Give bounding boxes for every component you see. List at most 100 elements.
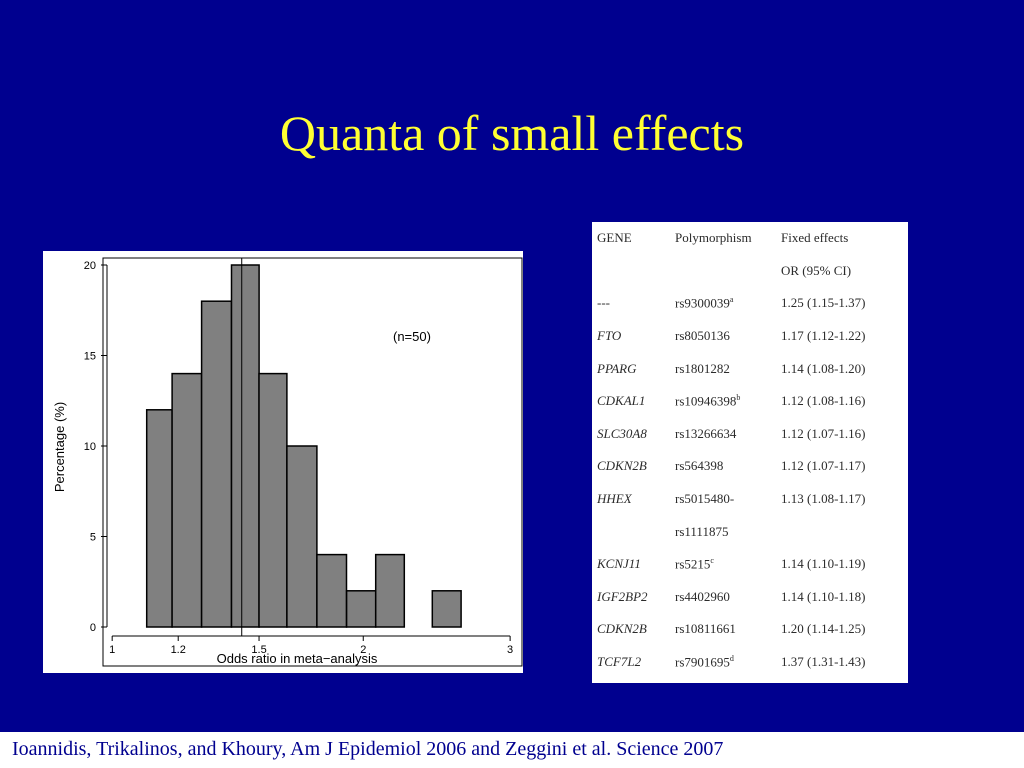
- table-subheader-row: OR (95% CI): [592, 255, 901, 288]
- snp-id: rs8050136: [675, 328, 730, 344]
- histogram-bar: [200, 300, 233, 628]
- polymorphism-cell: rs9300039a: [670, 287, 776, 320]
- x-tick-label: 1.5: [251, 644, 266, 656]
- histogram-bar: [431, 590, 462, 628]
- odds-ratio-cell: 1.13 (1.08-1.17): [781, 491, 866, 507]
- odds-ratio-cell: 1.17 (1.12-1.22): [781, 328, 866, 344]
- odds-ratio-cell: 1.37 (1.31-1.43): [781, 654, 866, 670]
- snp-id: rs5015480-: [675, 491, 735, 507]
- table-header-cell: GENE: [597, 230, 632, 246]
- footer-bar: Ioannidis, Trikalinos, and Khoury, Am J …: [0, 732, 1024, 768]
- snp-id: rs4402960: [675, 588, 730, 604]
- snp-id: rs1111875: [675, 523, 729, 539]
- polymorphism-cell: rs10946398b: [670, 385, 776, 418]
- polymorphism-cell: rs13266634: [670, 418, 776, 451]
- footnote-marker: c: [710, 556, 714, 566]
- table-header-cell: Polymorphism: [675, 230, 752, 246]
- y-axis-title: Percentage (%): [52, 402, 67, 492]
- snp-id: rs13266634: [675, 425, 737, 441]
- x-tick-label: 1: [109, 644, 115, 656]
- citation-text: Ioannidis, Trikalinos, and Khoury, Am J …: [12, 738, 724, 760]
- table-row: CDKN2B rs10811661 1.20 (1.14-1.25): [592, 613, 901, 646]
- snp-id: rs10946398: [675, 393, 737, 409]
- polymorphism-cell: rs8050136: [670, 320, 776, 353]
- histogram-bar: [316, 553, 348, 628]
- gene-table-panel: GENE Polymorphism Fixed effects OR (95% CI)…: [592, 222, 908, 683]
- histogram-bar: [345, 590, 377, 628]
- gene-table: GENE Polymorphism Fixed effects OR (95% CI)…: [592, 222, 901, 678]
- table-row: SLC30A8 rs13266634 1.12 (1.07-1.16): [592, 418, 901, 451]
- histogram-bar: [374, 553, 406, 628]
- odds-ratio-cell: [776, 515, 901, 548]
- histogram-bar: [171, 372, 203, 628]
- histogram-chart: 0 5 10 15 20 1 1.2 1.5 2 3 (n=50) Odds ratio in m…: [52, 257, 523, 667]
- y-tick-label: 15: [84, 351, 96, 363]
- footnote-marker: b: [736, 393, 741, 403]
- table-header-cell: Fixed effects: [781, 230, 849, 246]
- table-row: FTO rs8050136 1.17 (1.12-1.22): [592, 320, 901, 353]
- y-tick-label: 20: [84, 260, 96, 272]
- x-tick-label: 3: [507, 644, 513, 656]
- gene-cell: ---: [597, 295, 610, 311]
- odds-ratio-cell: 1.20 (1.14-1.25): [781, 621, 866, 637]
- footnote-marker: a: [729, 295, 734, 305]
- table-row: IGF2BP2 rs4402960 1.14 (1.10-1.18): [592, 581, 901, 614]
- snp-id: rs9300039: [675, 295, 730, 311]
- gene-cell: FTO: [597, 328, 622, 344]
- odds-ratio-cell: 1.12 (1.07-1.17): [781, 458, 866, 474]
- polymorphism-cell: rs5015480-: [670, 483, 776, 516]
- polymorphism-cell: rs10811661: [670, 613, 776, 646]
- gene-cell: HHEX: [597, 491, 632, 507]
- y-tick-label: 5: [90, 532, 96, 544]
- odds-ratio-cell: 1.14 (1.10-1.18): [781, 588, 866, 604]
- histogram-bar: [286, 445, 318, 628]
- table-row: rs1111875: [592, 515, 901, 548]
- polymorphism-cell: rs5215c: [670, 548, 776, 581]
- polymorphism-cell: rs4402960: [670, 581, 776, 614]
- table-row: CDKAL1 rs10946398b 1.12 (1.08-1.16): [592, 385, 901, 418]
- polymorphism-cell: rs1111875: [670, 515, 776, 548]
- y-tick-label: 0: [90, 622, 96, 634]
- gene-cell: TCF7L2: [597, 654, 642, 670]
- polymorphism-cell: rs7901695d: [670, 646, 776, 679]
- snp-id: rs7901695: [675, 654, 730, 670]
- gene-cell: CDKAL1: [597, 393, 646, 409]
- x-tick-label: 2: [360, 644, 366, 656]
- table-row: KCNJ11 rs5215c 1.14 (1.10-1.19): [592, 548, 901, 581]
- y-tick-label: 10: [84, 441, 96, 453]
- histogram-panel: 0 5 10 15 20 1 1.2 1.5 2 3 (n=50) Odds ratio in m…: [43, 251, 523, 673]
- footnote-marker: d: [729, 653, 734, 663]
- gene-cell: [592, 515, 670, 548]
- polymorphism-cell: rs564398: [670, 450, 776, 483]
- snp-id: rs10811661: [675, 621, 736, 637]
- table-cell: [670, 255, 776, 288]
- x-tick-label: 1.2: [171, 644, 186, 656]
- gene-cell: SLC30A8: [597, 425, 647, 441]
- slide-title: Quanta of small effects: [279, 105, 745, 161]
- histogram-bar: [230, 264, 260, 628]
- histogram-bar: [258, 372, 288, 628]
- snp-id: rs1801282: [675, 360, 730, 376]
- snp-id: rs5215: [675, 556, 711, 572]
- table-subheader-cell: OR (95% CI): [781, 262, 852, 278]
- gene-cell: PPARG: [597, 360, 637, 376]
- gene-cell: CDKN2B: [597, 458, 647, 474]
- histogram-bar: [145, 409, 173, 628]
- x-axis-title: Odds ratio in meta−analysis: [217, 651, 378, 666]
- odds-ratio-cell: 1.12 (1.08-1.16): [781, 393, 866, 409]
- n-annotation: (n=50): [393, 329, 431, 344]
- plot-frame: [102, 257, 523, 667]
- gene-cell: IGF2BP2: [597, 588, 648, 604]
- odds-ratio-cell: 1.25 (1.15-1.37): [781, 295, 866, 311]
- table-row: HHEX rs5015480- 1.13 (1.08-1.17): [592, 483, 901, 516]
- snp-id: rs564398: [675, 458, 724, 474]
- gene-cell: KCNJ11: [597, 556, 641, 572]
- odds-ratio-cell: 1.12 (1.07-1.16): [781, 425, 866, 441]
- table-header-row: GENE Polymorphism Fixed effects: [592, 222, 901, 255]
- table-row: TCF7L2 rs7901695d 1.37 (1.31-1.43): [592, 646, 901, 679]
- table-row: --- rs9300039a 1.25 (1.15-1.37): [592, 287, 901, 320]
- table-row: PPARG rs1801282 1.14 (1.08-1.20): [592, 352, 901, 385]
- odds-ratio-cell: 1.14 (1.10-1.19): [781, 556, 866, 572]
- polymorphism-cell: rs1801282: [670, 352, 776, 385]
- table-row: CDKN2B rs564398 1.12 (1.07-1.17): [592, 450, 901, 483]
